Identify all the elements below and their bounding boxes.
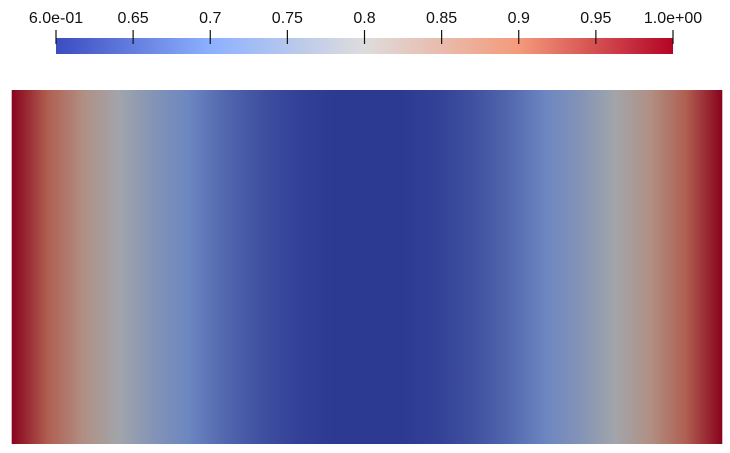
field-stripe: [47, 90, 84, 444]
colorbar-tick-label: 0.8: [353, 10, 375, 27]
colorbar-tick-label: 0.85: [426, 10, 457, 27]
field-stripe: [189, 90, 226, 444]
field-stripe: [544, 90, 581, 444]
field-stripe: [437, 90, 474, 444]
field-stripe: [402, 90, 439, 444]
colorbar-tick-label: 0.95: [580, 10, 611, 27]
colorbar-tick-label: 0.65: [118, 10, 149, 27]
colorbar-tick-label: 0.7: [199, 10, 221, 27]
field-stripe: [331, 90, 368, 444]
field-stripe: [473, 90, 510, 444]
colorbar-tick-label: 0.9: [508, 10, 530, 27]
field-stripe: [366, 90, 403, 444]
field-stripe: [153, 90, 190, 444]
colorbar-tick-label: 0.75: [272, 10, 303, 27]
field-stripe: [508, 90, 545, 444]
field-stripe: [118, 90, 155, 444]
field-stripe: [686, 90, 723, 444]
field-stripe: [11, 90, 48, 444]
field: [11, 90, 723, 444]
field-stripe: [260, 90, 297, 444]
field-stripe: [224, 90, 261, 444]
field-stripe: [82, 90, 119, 444]
field-stripe: [579, 90, 616, 444]
field-stripe: [295, 90, 332, 444]
field-stripe: [615, 90, 652, 444]
colorbar-tick-label: 6.0e-01: [29, 10, 83, 27]
colorbar-tick-label: 1.0e+00: [644, 10, 702, 27]
field-stripe: [650, 90, 687, 444]
